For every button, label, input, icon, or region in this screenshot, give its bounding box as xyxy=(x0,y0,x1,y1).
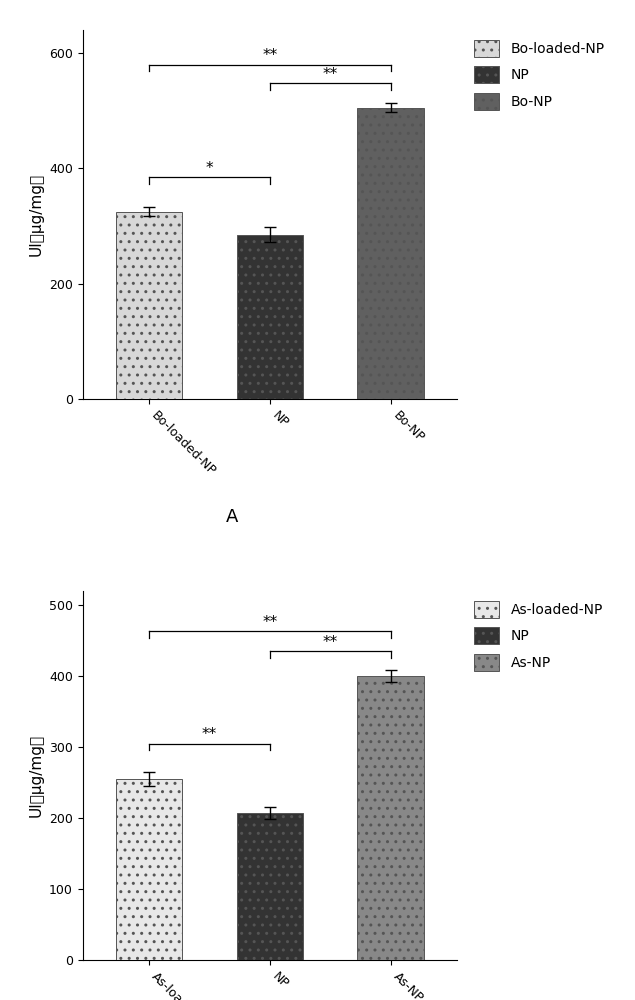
Y-axis label: UI（μg/mg）: UI（μg/mg） xyxy=(29,734,43,817)
Y-axis label: UI（μg/mg）: UI（μg/mg） xyxy=(29,173,43,256)
Legend: As-loaded-NP, NP, As-NP: As-loaded-NP, NP, As-NP xyxy=(472,598,606,674)
Text: **: ** xyxy=(202,727,217,742)
Legend: Bo-loaded-NP, NP, Bo-NP: Bo-loaded-NP, NP, Bo-NP xyxy=(472,37,608,113)
Text: **: ** xyxy=(262,48,277,63)
Bar xyxy=(237,235,303,399)
Bar xyxy=(358,108,424,399)
Text: A: A xyxy=(226,508,239,526)
Text: **: ** xyxy=(262,615,277,630)
Bar xyxy=(237,813,303,960)
Text: *: * xyxy=(206,161,213,176)
Bar xyxy=(116,779,182,960)
Bar xyxy=(358,676,424,960)
Bar xyxy=(116,212,182,399)
Text: **: ** xyxy=(323,67,338,82)
Text: **: ** xyxy=(323,635,338,650)
